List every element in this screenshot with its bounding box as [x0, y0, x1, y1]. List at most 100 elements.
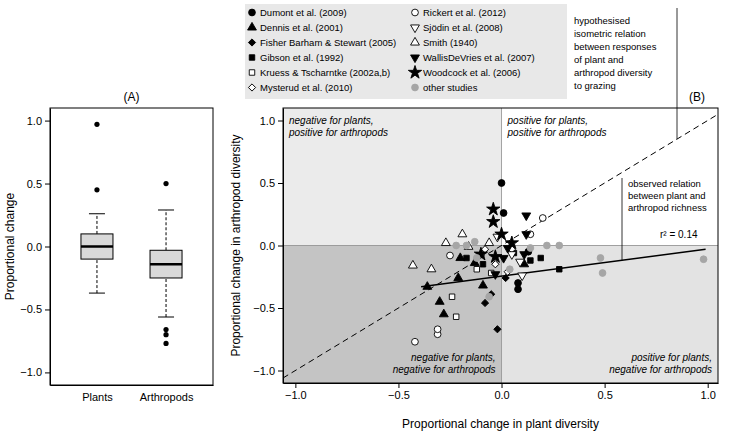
tick: 0.0: [260, 240, 283, 252]
tick-mark: [605, 383, 606, 388]
point: [454, 273, 463, 281]
point: [557, 267, 562, 272]
tick: 0.5: [597, 383, 612, 401]
point: [453, 242, 460, 249]
plot-data: [283, 114, 718, 378]
tick: −1.0: [20, 366, 50, 378]
point: [486, 293, 493, 300]
series: [408, 229, 493, 272]
series: [423, 253, 529, 317]
point: [539, 215, 546, 222]
median: [81, 245, 113, 248]
legend-label: Dennis et al. (2001): [260, 22, 343, 33]
tick: −0.5: [20, 303, 50, 315]
annotation-pointer: [677, 8, 678, 139]
annotation: to grazing: [574, 80, 616, 91]
tick-mark: [398, 383, 399, 388]
quadrant-label: positive for arthropods: [288, 127, 388, 138]
tick: Plants: [82, 391, 113, 403]
box-plot: [81, 122, 113, 293]
legend-marker: [411, 25, 420, 33]
point: [458, 229, 467, 237]
point: [479, 280, 488, 288]
legend-label: Sjödin et al. (2008): [423, 22, 503, 33]
legend-entry: Gibson et al. (1992): [249, 52, 343, 63]
tick-label: 1.0: [260, 115, 275, 127]
box: [150, 250, 182, 278]
quadrant-label: positive for plants,: [507, 115, 589, 126]
legend-entry: Mysterud et al. (2010): [248, 82, 352, 93]
legend-label: WallisDeVries et al. (2007): [423, 52, 535, 63]
point: [538, 255, 543, 260]
tick-mark: [708, 383, 709, 388]
point: [700, 256, 707, 263]
tick-label: −1.0: [20, 366, 42, 378]
legend-label: Mysterud et al. (2010): [260, 82, 352, 93]
tick: −1.0: [253, 365, 283, 377]
tick-label: 0.0: [260, 240, 275, 252]
tick-label: 0.5: [260, 177, 275, 189]
quadrant-label: negative for arthropods: [609, 364, 712, 375]
quadrant: [502, 246, 718, 384]
tick: −0.5: [388, 383, 410, 401]
tick-label: −1.0: [285, 389, 307, 401]
tick-label: Plants: [82, 391, 113, 403]
point: [473, 255, 480, 262]
axis: −1.0−0.50.00.51.0: [284, 383, 719, 401]
point: [435, 297, 444, 305]
tick: 1.0: [260, 115, 283, 127]
axis-line: [283, 109, 284, 384]
point: [480, 262, 485, 267]
figure: −1.0 −0.5 0.0 0.5 1.0 Plants Arthropods (A) Prop…: [0, 0, 734, 436]
quadrant: [283, 246, 502, 384]
panel-title: (A): [124, 90, 140, 104]
outlier: [163, 332, 168, 337]
tick-label: 0.5: [597, 389, 612, 401]
legend-marker: [248, 39, 255, 46]
point: [515, 280, 522, 287]
tick-label: −1.0: [253, 365, 275, 377]
point: [441, 238, 450, 246]
tick: −1.0: [285, 383, 307, 401]
annotation: observed relation: [628, 178, 701, 189]
annotation: isometric relation: [574, 28, 646, 39]
point: [481, 299, 488, 306]
tick-mark: [278, 183, 283, 184]
point: [520, 252, 529, 260]
legend-label: Smith (1940): [423, 37, 477, 48]
tick: −0.5: [253, 302, 283, 314]
point: [507, 252, 516, 260]
point: [499, 255, 508, 263]
panel-b: negative for plants,positive for arthrop…: [229, 4, 719, 431]
tick: Arthropods: [140, 391, 194, 403]
series: [412, 215, 547, 346]
whisker: [166, 210, 167, 250]
fit-label: r² = 0.14: [660, 229, 698, 240]
tick-label: −0.5: [388, 389, 410, 401]
annotation: between plant and: [628, 190, 706, 201]
whisker: [166, 278, 167, 317]
point: [449, 294, 454, 299]
legend-entry: Rickert et al. (2012): [412, 7, 506, 18]
tick-mark: [295, 383, 296, 388]
tick-mark: [45, 372, 50, 373]
point: [408, 260, 417, 268]
legend-entry: WallisDeVries et al. (2007): [411, 52, 535, 63]
point: [463, 242, 470, 249]
annotation: arthropod richness: [628, 202, 707, 213]
legend-marker: [249, 9, 256, 16]
whisker: [96, 214, 97, 234]
whisker-cap: [158, 209, 174, 210]
legend-label: Gibson et al. (1992): [260, 52, 343, 63]
tick-label: 0.0: [494, 389, 509, 401]
tick: 0.0: [494, 383, 509, 401]
tick-mark: [45, 309, 50, 310]
series: [491, 213, 531, 279]
series: [481, 274, 509, 332]
point: [447, 252, 454, 259]
tick-mark: [45, 247, 50, 248]
annotation: of plant and: [574, 54, 624, 65]
axis-title: Proportional change: [3, 192, 17, 300]
point: [500, 210, 507, 217]
legend-label: Dumont et al. (2009): [260, 7, 347, 18]
